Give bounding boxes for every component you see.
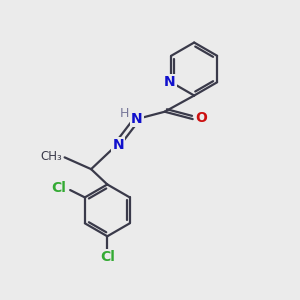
Text: Cl: Cl (100, 250, 115, 265)
Text: N: N (131, 112, 142, 126)
Text: O: O (195, 112, 207, 125)
Text: CH₃: CH₃ (40, 150, 62, 163)
Text: Cl: Cl (52, 181, 66, 195)
Text: N: N (164, 75, 176, 89)
Text: H: H (120, 107, 129, 120)
Text: N: N (112, 138, 124, 152)
